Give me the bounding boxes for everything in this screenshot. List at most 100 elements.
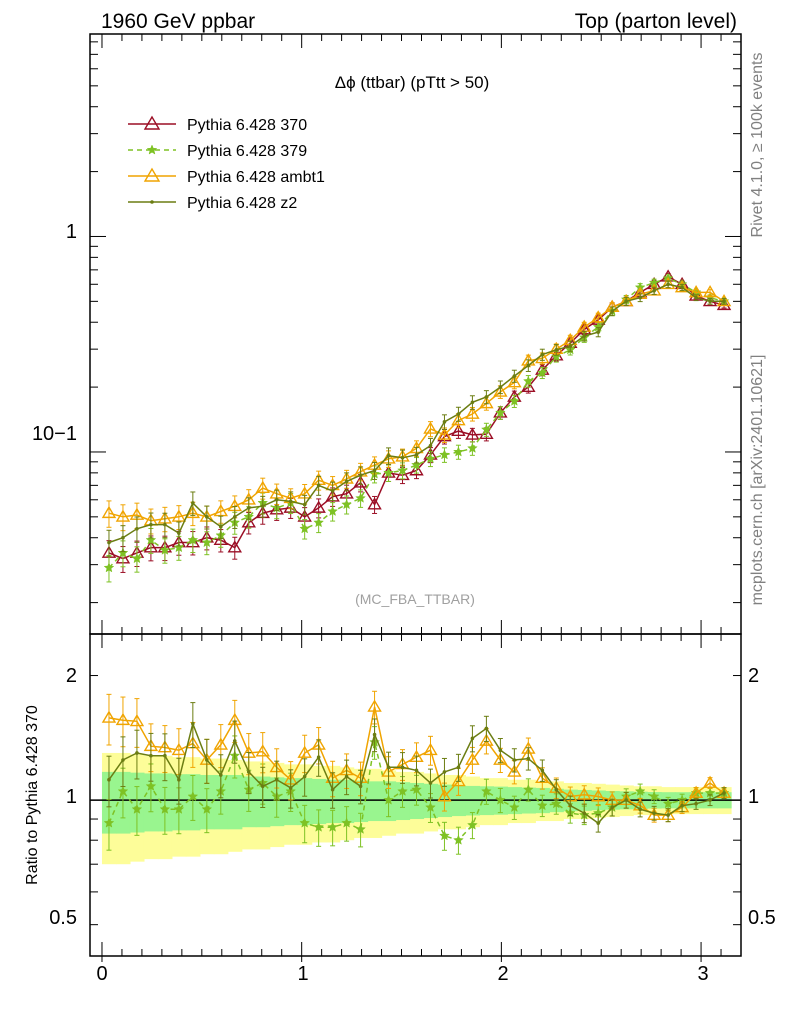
main-point (232, 515, 237, 519)
main-point (191, 501, 195, 505)
main-point (526, 363, 531, 368)
main-point (316, 483, 321, 488)
ratio-point (423, 742, 438, 756)
ytick-label-1: 1 (66, 221, 77, 243)
main-point (101, 505, 117, 519)
ratio-point (297, 745, 312, 758)
main-series (101, 269, 732, 583)
main-point (481, 423, 492, 435)
ratio-frame (89, 633, 742, 957)
ratio-point (554, 787, 559, 792)
main-point (451, 413, 466, 426)
ratio-point (414, 768, 419, 773)
xtick-label-3: 3 (697, 963, 708, 985)
ratio-point (648, 790, 660, 802)
main-point (540, 352, 545, 357)
main-point (716, 293, 732, 307)
ratio-point (694, 801, 698, 806)
main-point (568, 344, 573, 348)
legend-label-ambt1: Pythia 6.428 ambt1 (187, 169, 325, 186)
ratio-band-inner (297, 778, 313, 826)
main-point (171, 509, 187, 522)
ratio-point (439, 830, 450, 841)
ratio-series (101, 690, 732, 855)
main-point (610, 309, 614, 314)
main-point (439, 449, 450, 460)
main-point (187, 534, 199, 545)
main-point (425, 453, 436, 464)
main-point (493, 384, 508, 397)
main-point (383, 467, 394, 478)
main-point (358, 473, 363, 478)
ratio-point (187, 790, 199, 802)
main-series-p370 (101, 269, 732, 573)
ratio-point (507, 764, 522, 777)
ratio-point (508, 801, 520, 813)
main-point (400, 455, 405, 460)
main-point (494, 407, 506, 418)
main-point (397, 464, 408, 476)
ratio-point (344, 774, 349, 779)
ratio-point (107, 777, 111, 782)
main-point (660, 276, 676, 290)
ratio-point (437, 789, 452, 802)
ratio-point (255, 744, 270, 757)
ratio-point (680, 803, 684, 808)
main-point (702, 285, 718, 298)
ratio-band-inner (311, 778, 327, 825)
legend-marker-ambt1 (143, 167, 161, 182)
main-point (355, 492, 366, 503)
ratio-ytick-label-right-1: 1 (748, 786, 759, 808)
ratio-series-z2 (106, 702, 727, 833)
main-point (465, 406, 480, 419)
ratio-point (453, 834, 464, 845)
legend-label-p379: Pythia 6.428 379 (187, 143, 307, 160)
main-point (227, 540, 243, 553)
ratio-point (213, 737, 229, 750)
ratio-point (246, 770, 251, 774)
ratio-ytick-label-2: 2 (66, 665, 77, 687)
ratio-point (624, 798, 628, 802)
ratio-point (115, 712, 131, 726)
ratio-point (397, 785, 408, 796)
ratio-point (442, 770, 447, 774)
ratio-band-inner (227, 774, 243, 830)
ratio-point (218, 773, 223, 777)
main-point (508, 395, 520, 406)
main-point (536, 367, 548, 378)
main-point (288, 499, 293, 504)
ratio-point (288, 786, 293, 790)
ratio-point (481, 785, 492, 796)
main-point (344, 479, 349, 484)
legend-label-z2: Pythia 6.428 z2 (187, 195, 297, 212)
ratio-point (540, 768, 545, 773)
xtick-label-0: 0 (96, 963, 107, 985)
main-point (467, 442, 478, 453)
ratio-point (358, 784, 363, 789)
ratio-point (117, 785, 129, 796)
main-point (255, 480, 270, 493)
ratio-point (582, 811, 587, 815)
ratio-point (596, 821, 601, 825)
main-point (456, 412, 461, 416)
ratio-band-inner (367, 781, 383, 822)
main-point (666, 282, 670, 287)
ratio-point (313, 821, 325, 832)
ratio-point (470, 736, 475, 741)
main-point (716, 297, 732, 311)
ratio-point (149, 753, 153, 758)
main-point (115, 509, 131, 522)
main-point (423, 421, 438, 434)
side-label-mcplots: mcplots.cern.ch [arXiv:2401.10621] (749, 355, 766, 606)
ratio-point (327, 821, 339, 832)
main-point (177, 531, 181, 535)
main-panel: Δϕ (ttbar) (pTtt > 50) (MC_FBA_TTBAR) Py… (32, 33, 742, 635)
ratio-point (498, 748, 503, 753)
main-point (479, 396, 494, 409)
ratio-point (535, 770, 550, 784)
main-point (414, 453, 419, 457)
ratio-point (536, 799, 548, 811)
ratio-point (121, 758, 125, 762)
ratio-point (456, 765, 461, 770)
ratio-point (386, 765, 391, 770)
